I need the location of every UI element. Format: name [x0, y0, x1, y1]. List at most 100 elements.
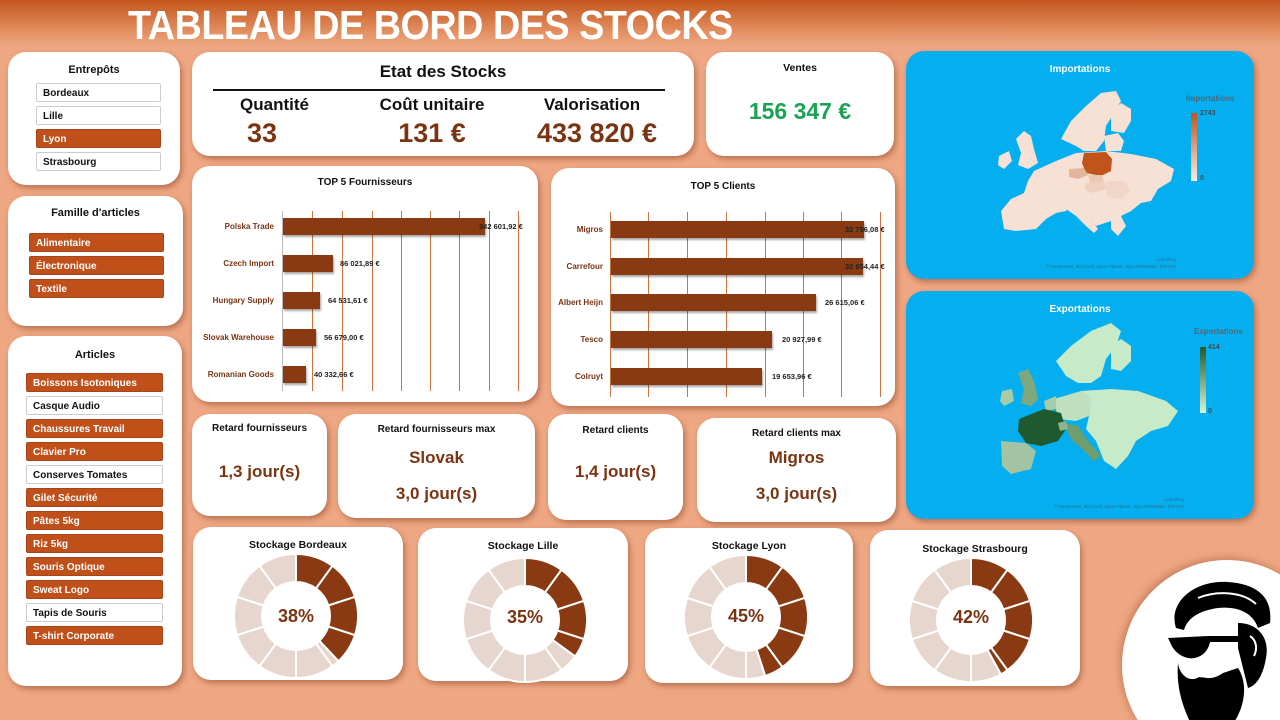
slicer-item-clavier-pro[interactable]: Clavier Pro	[26, 442, 163, 461]
slicer-item-alimentaire[interactable]: Alimentaire	[29, 233, 164, 252]
gridline	[880, 212, 881, 397]
ventes-value: 156 347 €	[748, 98, 852, 124]
bar-category: Carrefour	[566, 262, 603, 271]
slicer-item-tshirt-corporate[interactable]: T-shirt Corporate	[26, 626, 163, 645]
retard-clients-card: Retard clients 1,4 jour(s)	[548, 414, 683, 520]
bar-category: Hungary Supply	[212, 296, 274, 305]
top5-clients-title: TOP 5 Clients	[690, 181, 756, 192]
retard-fournisseurs-label: Retard fournisseurs	[211, 423, 308, 434]
bar-category: Romanian Goods	[207, 370, 274, 379]
bar-colruyt[interactable]	[611, 368, 762, 385]
donut-chart-icon	[233, 552, 359, 680]
top5-fournisseurs-chart: TOP 5 Fournisseurs Polska Trade 342 601,…	[192, 166, 538, 402]
importations-legend-max: 2743	[1200, 110, 1216, 117]
slicer-item-pates-5kg[interactable]: Pâtes 5kg	[26, 511, 163, 530]
ventes-card: Ventes 156 347 €	[706, 52, 894, 156]
importations-map[interactable]: Importations Importations 2743 0 Avec Bi…	[906, 51, 1254, 279]
bar-hungary-supply[interactable]	[283, 292, 320, 309]
bar-category: Polska Trade	[224, 222, 274, 231]
donut-percentage: 35%	[506, 607, 544, 627]
slicer-item-conserves-tomates[interactable]: Conserves Tomates	[26, 465, 163, 484]
bar-slovak-warehouse[interactable]	[283, 329, 316, 346]
bar-romanian-goods[interactable]	[283, 366, 306, 383]
gridline	[459, 211, 460, 391]
gridline	[342, 211, 343, 391]
gridline	[401, 211, 402, 391]
europe-map-icon	[998, 91, 1174, 236]
bar-value: 64 531,61 €	[328, 296, 368, 305]
slicer-item-souris-optique[interactable]: Souris Optique	[26, 557, 163, 576]
donut-percentage: 38%	[277, 606, 315, 626]
retard-clients-max-value: 3,0 jour(s)	[755, 484, 838, 503]
exportations-legend-title: Exportations	[1194, 327, 1243, 336]
donut-title: Stockage Strasbourg	[922, 543, 1028, 555]
retard-fournisseurs-max-label: Retard fournisseurs max	[377, 424, 496, 435]
donut-stockage-bordeaux: Stockage Bordeaux 38%	[193, 527, 403, 680]
bearded-man-logo-icon	[1168, 581, 1271, 720]
retard-fournisseurs-max-card: Retard fournisseurs max Slovak 3,0 jour(…	[338, 414, 535, 518]
retard-clients-max-card: Retard clients max Migros 3,0 jour(s)	[697, 418, 896, 522]
etat-stocks-divider	[213, 89, 665, 91]
y-axis-line	[282, 211, 283, 391]
importations-map-title: Importations	[1049, 64, 1111, 75]
top5-fournisseurs-title: TOP 5 Fournisseurs	[317, 177, 413, 188]
gridline	[610, 212, 611, 397]
gridline	[518, 211, 519, 391]
bar-category: Tesco	[580, 335, 603, 344]
bar-migros[interactable]	[611, 221, 864, 238]
slicer-item-textile[interactable]: Textile	[29, 279, 164, 298]
europe-map-icon	[1000, 323, 1178, 474]
map-attribution: © GeoNames, Microsoft, Open Places, Open…	[1045, 264, 1176, 269]
valorisation-value: 433 820 €	[536, 118, 658, 148]
bar-category: Czech Import	[223, 259, 274, 268]
slicer-item-sweat-logo[interactable]: Sweat Logo	[26, 580, 163, 599]
slicer-item-bordeaux[interactable]: Bordeaux	[36, 83, 161, 102]
donut-stockage-lille: Stockage Lille 35%	[418, 528, 628, 684]
exportations-legend-min: 0	[1208, 408, 1212, 415]
slicer-item-lille[interactable]: Lille	[36, 106, 161, 125]
donut-chart-icon	[683, 553, 809, 681]
etat-stocks-card: Etat des Stocks Quantité 33 Coût unitair…	[192, 52, 694, 156]
etat-stocks-title: Etat des Stocks	[379, 62, 507, 81]
bar-value: 19 653,96 €	[772, 372, 812, 381]
bar-category: Colruyt	[575, 372, 603, 381]
retard-clients-max-name: Migros	[768, 448, 825, 467]
avatar	[1122, 560, 1280, 720]
slicer-item-chaussures-travail[interactable]: Chaussures Travail	[26, 419, 163, 438]
retard-fournisseurs-max-name: Slovak	[409, 448, 464, 467]
gridline	[430, 211, 431, 391]
donut-title: Stockage Bordeaux	[248, 539, 348, 551]
exportations-map-title: Exportations	[1049, 304, 1111, 315]
gridline	[372, 211, 373, 391]
slicer-item-tapis-de-souris[interactable]: Tapis de Souris	[26, 603, 163, 622]
bar-value: 56 679,00 €	[324, 333, 364, 342]
quantite-value: 33	[246, 118, 278, 148]
slicer-item-riz-5kg[interactable]: Riz 5kg	[26, 534, 163, 553]
bar-albert-heijn[interactable]	[611, 294, 816, 311]
bar-czech-import[interactable]	[283, 255, 333, 272]
slicer-famille-title: Famille d'articles	[51, 207, 140, 219]
slicer-item-boissons-isotoniques[interactable]: Boissons Isotoniques	[26, 373, 163, 392]
donut-title: Stockage Lille	[487, 540, 559, 552]
retard-fournisseurs-max-value: 3,0 jour(s)	[395, 484, 478, 503]
slicer-entrepots-title: Entrepôts	[68, 64, 120, 76]
slicer-articles-title: Articles	[74, 349, 116, 361]
bar-category: Migros	[576, 225, 603, 234]
importations-legend-min: 0	[1200, 175, 1204, 182]
slicer-item-lyon[interactable]: Lyon	[36, 129, 161, 148]
bar-value: 40 332,66 €	[314, 370, 354, 379]
slicer-item-electronique[interactable]: Électronique	[29, 256, 164, 275]
donut-title: Stockage Lyon	[711, 540, 787, 552]
bar-category: Albert Heijn	[558, 298, 603, 307]
slicer-item-strasbourg[interactable]: Strasbourg	[36, 152, 161, 171]
retard-clients-label: Retard clients	[582, 425, 649, 436]
slicer-item-gilet-securite[interactable]: Gilet Sécurité	[26, 488, 163, 507]
header-banner: TABLEAU DE BORD DES STOCKS	[0, 0, 1280, 48]
slicer-item-casque-audio[interactable]: Casque Audio	[26, 396, 163, 415]
exportations-map[interactable]: Exportations Exportations 414 0 Avec Bin…	[906, 291, 1254, 519]
bar-tesco[interactable]	[611, 331, 772, 348]
bar-value: 86 021,89 €	[340, 259, 380, 268]
bar-polska-trade[interactable]	[283, 218, 485, 235]
bar-carrefour[interactable]	[611, 258, 863, 275]
importations-legend-title: Importations	[1186, 94, 1235, 103]
